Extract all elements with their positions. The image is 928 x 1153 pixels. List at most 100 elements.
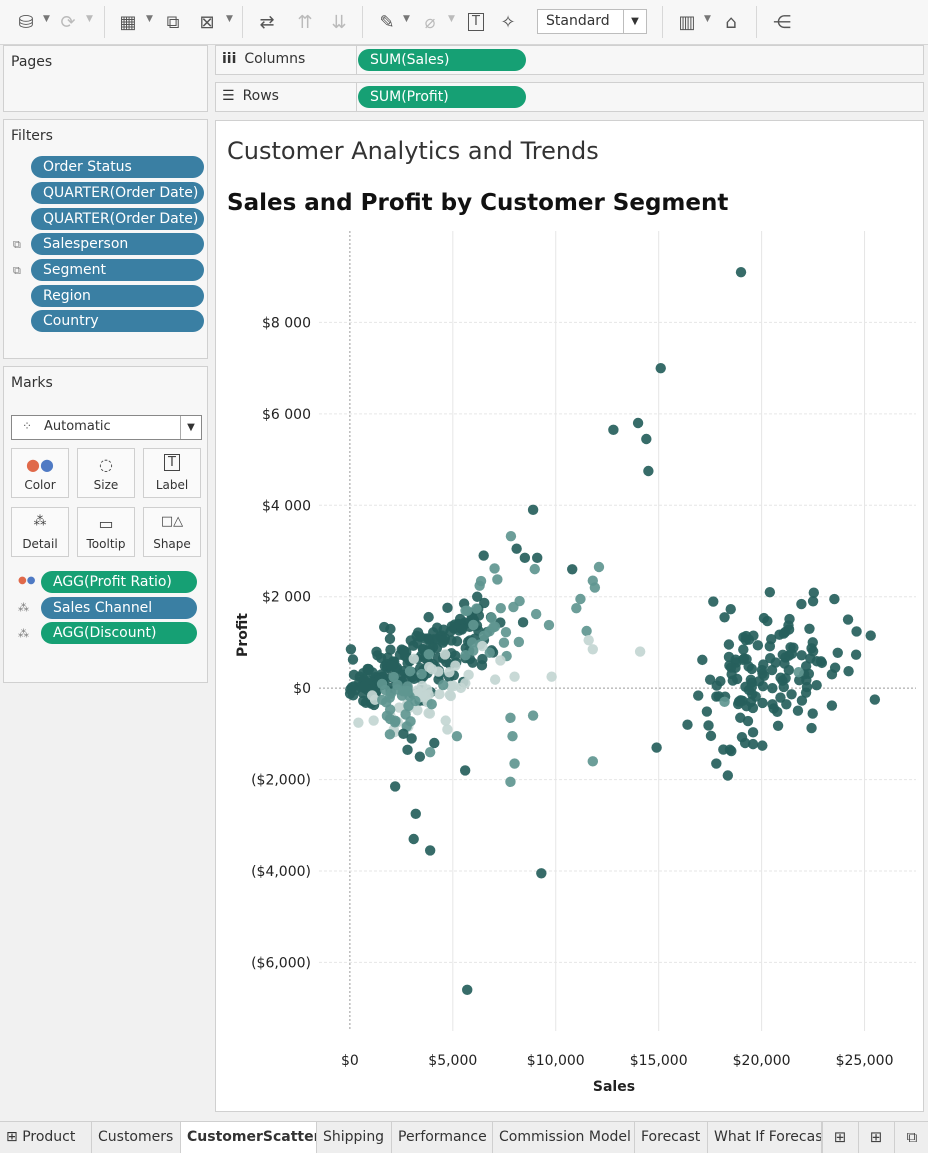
rows-shelf-label: ☰ Rows [222, 88, 279, 104]
show-mark-labels-icon[interactable]: T [462, 8, 490, 36]
chevron-down-icon[interactable]: ▼ [704, 14, 711, 24]
tab-forecast[interactable]: Forecast [635, 1122, 708, 1153]
tab-commission-model[interactable]: Commission Model [493, 1122, 635, 1153]
scatter-point [758, 612, 770, 624]
marks-field-pill[interactable]: Sales Channel [41, 597, 197, 619]
mark-type-select[interactable]: ⁘ Automatic ▼ [11, 415, 202, 440]
scatter-point [829, 593, 840, 605]
x-tick-label: $15,000 [630, 1053, 688, 1069]
rows-shelf[interactable]: ☰ Rows SUM(Profit) [215, 82, 924, 112]
columns-icon: iii [222, 51, 237, 67]
scatter-point [733, 696, 745, 707]
new-story-tab-icon[interactable]: ⧉ [894, 1122, 928, 1153]
sort-descending-icon[interactable]: ⇊ [331, 11, 347, 33]
scatter-point [442, 724, 453, 735]
tab-customers[interactable]: Customers [92, 1122, 181, 1153]
paperclip-icon[interactable]: ⌀ [424, 11, 436, 33]
data-source-icon[interactable]: ⛁ [18, 11, 34, 33]
chevron-down-icon[interactable]: ▼ [43, 14, 50, 24]
scatter-point [348, 669, 360, 681]
scatter-point [842, 614, 854, 625]
rows-pill[interactable]: SUM(Profit) [358, 86, 526, 108]
chevron-down-icon[interactable]: ▼ [146, 14, 153, 24]
scatter-point [495, 603, 506, 614]
show-me-icon[interactable]: ▥ [678, 11, 696, 33]
scatter-point [402, 744, 413, 756]
filter-pill[interactable]: Country [31, 310, 204, 332]
chevron-down-icon[interactable]: ▼ [623, 10, 646, 33]
scatter-point [423, 649, 434, 660]
scatter-point [495, 655, 506, 666]
tab-what-if-forecast[interactable]: What If Forecast [708, 1122, 822, 1153]
presentation-icon[interactable]: ⌂ [725, 11, 737, 33]
scatter-point [808, 587, 820, 598]
scatter-chart[interactable]: $0 $5,000 $10,000 $15,000 $20,000 $25,000 $8 0… [216, 221, 923, 1101]
chevron-down-icon[interactable]: ▼ [403, 14, 410, 24]
scatter-point [655, 362, 666, 374]
tab-product[interactable]: ⊞ Product [0, 1122, 92, 1153]
chevron-down-icon[interactable]: ▼ [86, 14, 93, 24]
filters-panel[interactable]: Filters Order Status QUARTER(Order Date)… [3, 119, 208, 359]
size-button[interactable]: ◌ Size [77, 448, 135, 498]
label-button[interactable]: T Label [143, 448, 201, 498]
new-dashboard-tab-icon[interactable]: ⊞ [858, 1122, 893, 1153]
new-worksheet-tab-icon[interactable]: ⊞ [822, 1122, 857, 1153]
marks-field-pill[interactable]: AGG(Profit Ratio) [41, 571, 197, 593]
detail-button[interactable]: ⁂ Detail [11, 507, 69, 557]
chevron-down-icon[interactable]: ▼ [180, 416, 201, 439]
scatter-point [766, 633, 777, 645]
pin-icon[interactable]: ✧ [500, 11, 516, 33]
pages-panel[interactable]: Pages [3, 45, 208, 112]
scatter-point [826, 700, 838, 711]
shape-button[interactable]: □△ Shape [143, 507, 201, 557]
scatter-point [723, 639, 735, 650]
scatter-point [472, 591, 483, 602]
scatter-point [796, 598, 807, 610]
new-worksheet-icon[interactable]: ▦ [119, 11, 137, 33]
chevron-down-icon[interactable]: ▼ [226, 14, 233, 24]
detail-label: Detail [22, 537, 58, 551]
color-button[interactable]: ●● Color [11, 448, 69, 498]
viz-pane[interactable]: Customer Analytics and Trends Sales and … [215, 120, 924, 1112]
scatter-point [536, 868, 547, 879]
refresh-icon[interactable]: ⟳ [60, 11, 76, 33]
marks-field-pill[interactable]: AGG(Discount) [41, 622, 197, 644]
context-filter-icon: ⧉ [13, 238, 21, 251]
scatter-point [461, 605, 473, 617]
scatter-point [850, 649, 862, 660]
duplicate-sheet-icon[interactable]: ⧉ [166, 11, 180, 33]
swap-rows-columns-icon[interactable]: ⇄ [259, 11, 275, 33]
columns-pill[interactable]: SUM(Sales) [358, 49, 526, 71]
scatter-point [632, 417, 644, 429]
marks-panel[interactable]: Marks ⁘ Automatic ▼ ●● Color ◌ Size T La… [3, 366, 208, 683]
scatter-point [513, 636, 525, 648]
filter-pill[interactable]: QUARTER(Order Date) [31, 182, 204, 204]
highlight-icon[interactable]: ✎ [379, 11, 395, 33]
x-tick-label: $5,000 [428, 1053, 477, 1069]
share-icon[interactable]: ⋲ [773, 11, 791, 33]
scatter-point [772, 720, 784, 732]
filter-pill[interactable]: QUARTER(Order Date) [31, 208, 204, 230]
scatter-point [739, 737, 751, 749]
chevron-down-icon[interactable]: ▼ [448, 14, 455, 24]
scatter-point [384, 633, 396, 645]
scatter-point [748, 630, 759, 641]
scatter-point [723, 651, 735, 663]
columns-shelf[interactable]: iii Columns SUM(Sales) [215, 45, 924, 75]
tab-customerscatter[interactable]: CustomerScatter [181, 1122, 317, 1153]
tooltip-button[interactable]: ▭ Tooltip [77, 507, 135, 557]
filter-pill[interactable]: Order Status [31, 156, 204, 178]
chart-ticks: $0 $5,000 $10,000 $15,000 $20,000 $25,000 $8 0… [251, 315, 893, 1069]
filter-pill[interactable]: Segment [31, 259, 204, 281]
scatter-point [529, 563, 540, 575]
filter-pill[interactable]: Salesperson [31, 233, 204, 255]
scatter-point [505, 530, 517, 542]
scatter-point [415, 631, 426, 642]
sort-ascending-icon[interactable]: ⇈ [297, 11, 313, 33]
filter-pill[interactable]: Region [31, 285, 204, 307]
view-size-select[interactable]: Standard ▼ [537, 9, 647, 34]
toolbar-divider [104, 6, 105, 38]
tab-shipping[interactable]: Shipping [317, 1122, 392, 1153]
clear-sheet-icon[interactable]: ⊠ [199, 11, 215, 33]
tab-performance[interactable]: Performance [392, 1122, 493, 1153]
